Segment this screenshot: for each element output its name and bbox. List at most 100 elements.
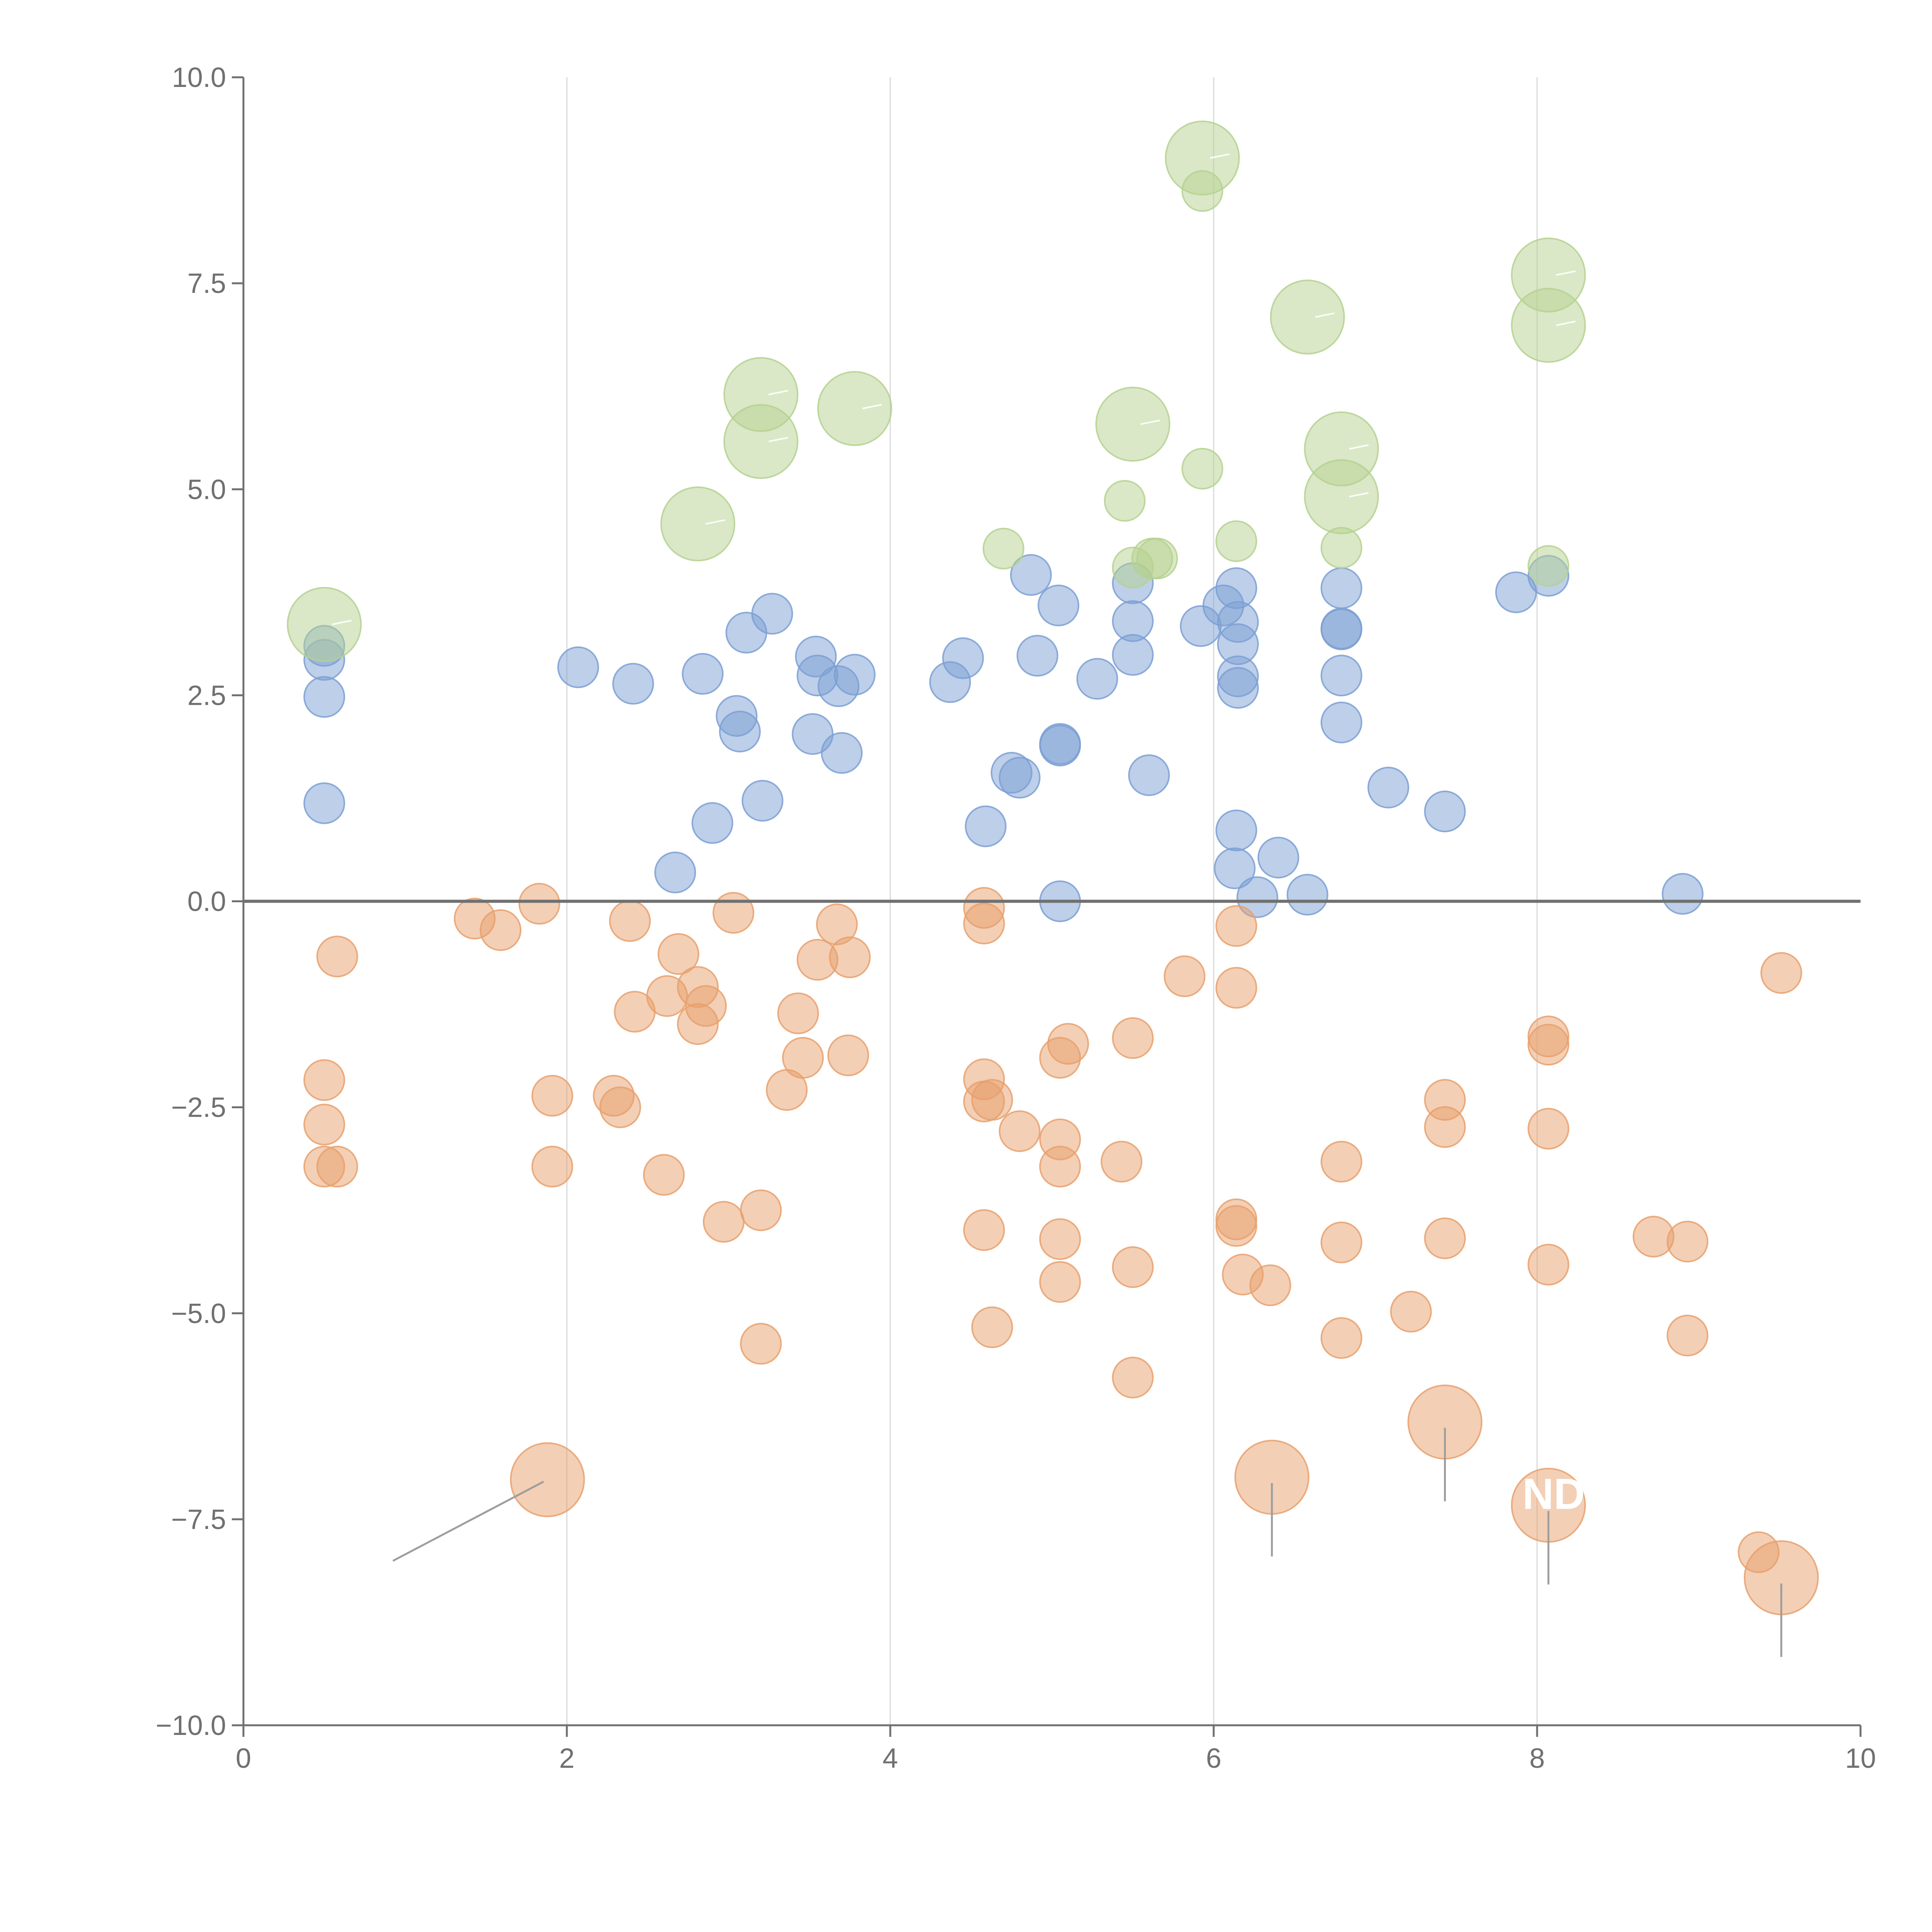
blue-point <box>1367 767 1409 809</box>
orange-point <box>531 1075 573 1117</box>
blue-point <box>1320 701 1362 743</box>
blue-point <box>1039 724 1081 767</box>
blue-point <box>1320 655 1362 697</box>
green-label-tick <box>1349 444 1369 450</box>
y-tick-label: −5.0 <box>171 1298 226 1329</box>
green-label-tick <box>705 519 725 525</box>
orange-point <box>777 992 819 1034</box>
green-point <box>1136 537 1178 580</box>
orange-point <box>1215 1205 1257 1247</box>
blue-point <box>751 593 793 635</box>
orange-point <box>713 892 755 934</box>
data-points <box>287 120 1819 1616</box>
orange-point <box>599 1086 641 1128</box>
orange-point <box>829 936 871 978</box>
green-point-large <box>1304 459 1379 534</box>
orange-point <box>740 1323 782 1365</box>
green-point-large <box>287 587 362 662</box>
blue-point <box>964 805 1007 847</box>
green-point-large <box>1095 386 1170 462</box>
green-label-tick <box>1140 419 1160 425</box>
orange-point <box>685 985 727 1027</box>
orange-point <box>702 1201 745 1243</box>
orange-point-large <box>510 1442 585 1517</box>
orange-point <box>827 1034 869 1077</box>
blue-point <box>691 802 733 844</box>
green-point <box>1181 170 1223 212</box>
orange-point <box>657 933 699 975</box>
y-tick-label: −7.5 <box>171 1504 226 1535</box>
green-point <box>1320 527 1362 569</box>
blue-point <box>1320 608 1362 650</box>
green-label-tick <box>1556 270 1576 276</box>
blue-point <box>998 757 1041 799</box>
orange-point <box>1760 952 1802 994</box>
green-label-tick <box>1349 492 1369 498</box>
orange-point <box>1667 1221 1709 1263</box>
orange-point <box>1424 1217 1466 1259</box>
blue-point <box>303 782 345 824</box>
blue-point <box>1010 554 1052 596</box>
blue-point <box>557 646 599 688</box>
orange-point <box>316 1146 358 1188</box>
orange-point <box>609 900 651 942</box>
orange-point <box>1039 1261 1081 1303</box>
orange-point <box>480 909 522 951</box>
blue-point <box>1662 873 1704 915</box>
blue-point <box>1037 584 1080 626</box>
orange-point <box>1390 1291 1432 1333</box>
orange-point <box>518 883 560 925</box>
green-label-tick <box>1210 153 1230 159</box>
blue-point <box>1286 874 1328 916</box>
orange-point <box>1527 1243 1570 1286</box>
blue-point <box>719 711 761 753</box>
orange-point <box>303 1059 345 1101</box>
blue-point <box>1016 635 1058 677</box>
leader-line <box>392 1481 544 1562</box>
green-point <box>1104 480 1146 522</box>
orange-point <box>1320 1317 1362 1359</box>
blue-point <box>682 653 724 695</box>
green-point <box>1527 545 1570 587</box>
overlay-label: ND <box>1522 1470 1585 1518</box>
green-point-large <box>660 486 735 561</box>
green-label-tick <box>862 404 882 410</box>
blue-point <box>942 637 984 679</box>
orange-point <box>1527 1024 1570 1066</box>
blue-point <box>792 713 834 755</box>
orange-point <box>971 1079 1013 1121</box>
x-tick-label: 6 <box>1206 1743 1221 1774</box>
orange-point <box>531 1146 573 1188</box>
blue-point <box>742 780 784 822</box>
y-tick-label: −2.5 <box>171 1092 226 1123</box>
orange-point <box>1527 1108 1570 1150</box>
green-point-large <box>817 371 892 446</box>
orange-point <box>1320 1141 1362 1183</box>
y-tick-label: 10.0 <box>172 62 226 93</box>
green-label-tick <box>768 437 788 442</box>
x-tick-label: 8 <box>1529 1743 1545 1774</box>
green-label-tick <box>768 390 788 395</box>
orange-point <box>963 903 1005 945</box>
orange-point <box>1039 1218 1081 1260</box>
orange-point <box>1112 1017 1154 1059</box>
blue-point <box>1217 667 1259 709</box>
blue-point <box>1320 567 1362 609</box>
green-label-tick <box>332 620 352 625</box>
orange-point <box>963 1209 1005 1251</box>
orange-point <box>1039 1146 1081 1188</box>
blue-point <box>612 663 654 705</box>
blue-point <box>303 676 345 718</box>
orange-point <box>971 1306 1013 1349</box>
blue-point <box>833 654 876 696</box>
orange-point <box>782 1037 824 1079</box>
blue-point <box>1257 837 1299 879</box>
orange-point <box>1667 1315 1709 1357</box>
green-label-tick <box>1556 320 1576 326</box>
orange-point <box>303 1104 345 1146</box>
orange-point <box>1249 1264 1291 1306</box>
x-tick-label: 4 <box>883 1743 898 1774</box>
blue-point <box>1236 876 1278 918</box>
orange-point <box>740 1189 782 1231</box>
